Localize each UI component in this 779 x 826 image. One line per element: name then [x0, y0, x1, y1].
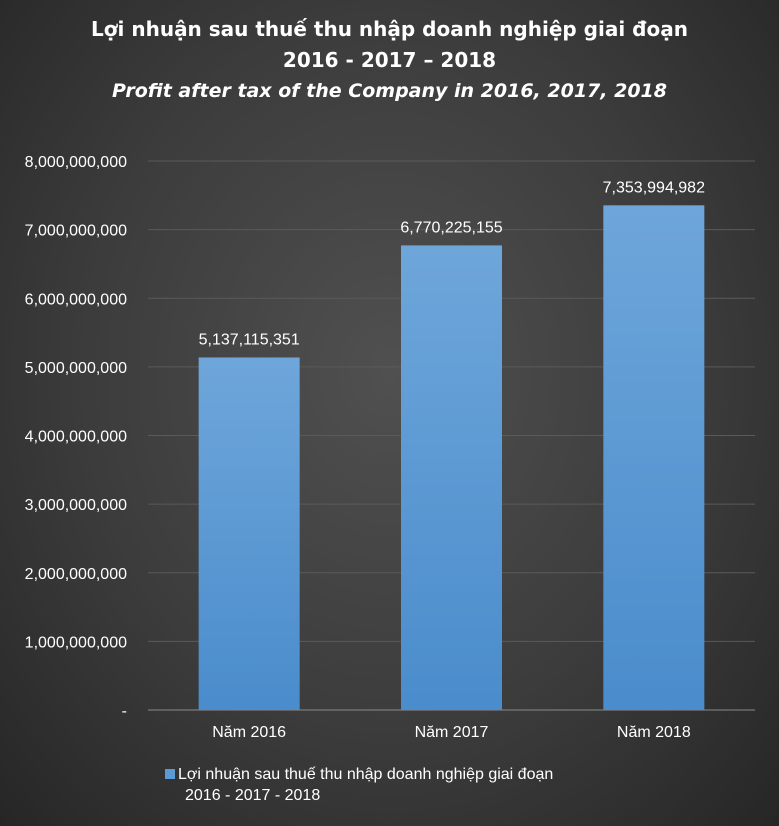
legend-swatch: [165, 769, 175, 779]
chart-subtitle: Profit after tax of the Company in 2016,…: [112, 80, 667, 102]
legend-label-line2: 2016 - 2017 - 2018: [185, 787, 321, 804]
y-tick-label: 4,000,000,000: [25, 429, 127, 446]
data-label: 5,137,115,351: [199, 331, 300, 348]
y-tick-label: 3,000,000,000: [25, 497, 127, 514]
chart-title-block: Lợi nhuận sau thuế thu nhập doanh nghiệp…: [0, 14, 779, 107]
bar: [401, 245, 502, 710]
bar: [198, 357, 300, 710]
y-tick-label: 5,000,000,000: [25, 360, 127, 377]
y-tick-label: 2,000,000,000: [25, 566, 127, 583]
data-label: 6,770,225,155: [400, 219, 502, 236]
legend-label-line1: Lợi nhuận sau thuế thu nhập doanh nghiệp…: [178, 766, 554, 783]
chart-title-years: 2016 - 2017 – 2018: [282, 48, 497, 72]
y-tick-label: 6,000,000,000: [25, 291, 127, 308]
data-label: 7,353,994,982: [603, 179, 705, 196]
y-tick-label: 7,000,000,000: [25, 223, 127, 240]
x-tick-label: Năm 2018: [617, 724, 691, 741]
y-tick-label: 1,000,000,000: [25, 634, 127, 651]
chart-title: Lợi nhuận sau thuế thu nhập doanh nghiệp…: [91, 17, 688, 41]
legend: Lợi nhuận sau thuế thu nhập doanh nghiệp…: [165, 764, 658, 806]
x-tick-label: Năm 2016: [212, 724, 286, 741]
y-tick-label: 8,000,000,000: [25, 154, 127, 171]
x-tick-label: Năm 2017: [415, 724, 489, 741]
bar: [603, 205, 705, 710]
y-tick-label: -: [122, 703, 127, 720]
